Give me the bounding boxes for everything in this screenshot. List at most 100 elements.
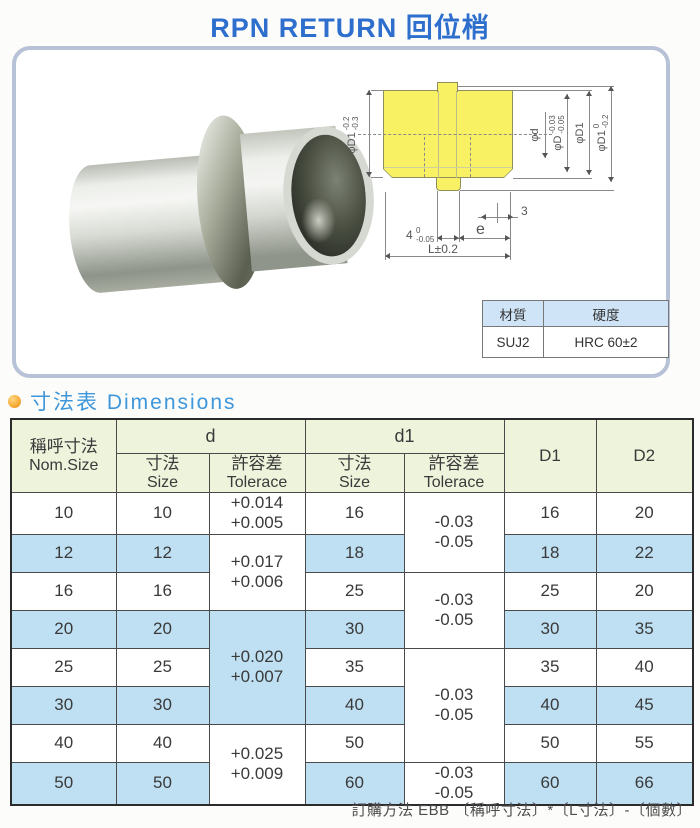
page-title: RPN RETURN 回位梢 [210, 13, 490, 43]
arrow [385, 253, 390, 259]
table-row: 16 16 25 -0.03 -0.05 25 20 [10, 571, 694, 649]
cell-nom: 25 [10, 647, 117, 687]
arrow [564, 167, 570, 172]
cell-nom: 16 [10, 571, 117, 611]
tol-upper: 0 [416, 226, 421, 235]
cell-D1: 40 [503, 685, 597, 725]
table-row: 50 50 60 -0.03 -0.05 60 66 [10, 761, 694, 806]
header-D1: D1 [503, 418, 597, 493]
table-row: 20 20 +0.020 +0.007 30 30 35 [10, 609, 694, 725]
extension-line [513, 90, 592, 91]
cell-d-size: 30 [115, 685, 210, 725]
table-row: 12 12 +0.017 +0.006 18 18 22 [10, 533, 694, 611]
dim-label-text: φd [529, 128, 541, 142]
cell-D2: 22 [595, 533, 694, 573]
cell-nom: 30 [10, 685, 117, 725]
arrow [508, 214, 513, 220]
arrow [481, 214, 486, 220]
cell-D1: 30 [503, 609, 597, 649]
cell-d1-tolerance: -0.03 -0.05 [403, 492, 505, 573]
dim-label-phi-D1-right: φD1 0 -0.2 [592, 91, 610, 175]
cell-d1-size: 25 [304, 571, 405, 611]
header-d1-tolerance: 許容差 Tolerace [403, 453, 505, 493]
cell-d-size: 40 [115, 723, 210, 763]
dim-label-phi-d: φd [527, 93, 543, 177]
tol-lower: -0.05 [557, 115, 566, 134]
cell-d1-size: 30 [304, 609, 405, 649]
product-photo [54, 101, 380, 312]
dim-line [589, 91, 590, 175]
dim-label-phi-D1: φD1 [572, 91, 588, 175]
dim-line [567, 94, 568, 172]
cell-nom: 10 [10, 492, 117, 535]
cell-nom: 20 [10, 609, 117, 649]
header-d1: d1 [304, 418, 505, 454]
material-header: 材質 [482, 300, 544, 327]
cell-D2: 20 [595, 492, 694, 535]
tol-lower: -0.2 [601, 114, 610, 129]
cell-D1: 60 [503, 761, 597, 806]
material-table: 材質 硬度 SUJ2 HRC 60±2 [482, 300, 669, 358]
cell-nom: 40 [10, 723, 117, 763]
dim-label-phi-D: φD -0.03 -0.05 [548, 91, 566, 175]
dim-line-e [459, 238, 510, 239]
cell-d1-tolerance: -0.03 -0.05 [403, 647, 505, 763]
cell-d1-size: 40 [304, 685, 405, 725]
arrow [542, 153, 548, 158]
tol-lower: -0.3 [351, 116, 360, 131]
extension-line [437, 191, 438, 242]
tolerance-stack: -0.2 -0.3 [342, 116, 361, 131]
table-row: 30 30 40 40 45 [10, 685, 694, 725]
header-size-cjk: 寸法 [337, 453, 372, 473]
cell-D1: 50 [503, 723, 597, 763]
dim-line-3 [478, 217, 518, 218]
extension-line [497, 203, 498, 223]
cell-d-tolerance: +0.020 +0.007 [208, 609, 306, 725]
header-nom-en: Nom.Size [29, 456, 99, 474]
dim-line [369, 90, 370, 177]
header-D2: D2 [595, 418, 694, 493]
cell-D2: 35 [595, 609, 694, 649]
cell-d-tolerance: +0.017 +0.006 [208, 533, 306, 611]
cell-d1-size: 60 [304, 761, 405, 806]
cell-d-tolerance: +0.025 +0.009 [208, 723, 306, 806]
dim-label-text: φD1 [346, 132, 358, 154]
extension-line [371, 90, 383, 91]
arrow [505, 235, 510, 241]
header-d-tolerance: 許容差 Tolerace [208, 453, 306, 493]
header-size-cjk: 寸法 [145, 453, 180, 473]
material-value: SUJ2 [482, 326, 544, 358]
table-row: 40 40 +0.025 +0.009 50 50 55 [10, 723, 694, 806]
cell-D1: 16 [503, 492, 597, 535]
part-top-tab [437, 82, 458, 92]
header-tol-cjk: 許容差 [231, 453, 283, 473]
cell-D2: 66 [595, 761, 694, 806]
arrow [586, 91, 592, 96]
header-size-en: Size [338, 473, 371, 491]
dim-label-phi-D1-left: φD1 -0.2 -0.3 [342, 93, 361, 177]
table-row: 10 10 +0.014 +0.005 16 -0.03 -0.05 16 20 [10, 492, 694, 573]
cell-d-size: 50 [115, 761, 210, 806]
dim-line-L [385, 256, 510, 257]
dim-line [545, 112, 546, 158]
arrow [454, 235, 459, 241]
cell-d-size: 10 [115, 492, 210, 535]
dim-line [611, 86, 612, 182]
order-method-note: 訂購方法 EBB 〔稱呼寸法〕*〔L寸法〕-〔個數〕 [351, 802, 692, 819]
extension-line [513, 178, 592, 179]
cell-d1-size: 35 [304, 647, 405, 687]
dim-label-text: φD1 [574, 122, 586, 144]
cell-d1-tolerance: -0.03 -0.05 [403, 571, 505, 649]
arrow [586, 170, 592, 175]
bullet-icon [8, 394, 21, 408]
cell-D1: 25 [503, 571, 597, 611]
cell-D2: 45 [595, 685, 694, 725]
cell-D1: 18 [503, 533, 597, 573]
header-d1-size: 寸法 Size [304, 453, 405, 493]
extension-line [385, 192, 386, 260]
section-heading-text: 寸法表 Dimensions [30, 391, 237, 414]
arrow [459, 235, 464, 241]
cell-nom: 12 [10, 533, 117, 573]
dim-label-text: φD [552, 135, 564, 151]
cell-D2: 40 [595, 647, 694, 687]
